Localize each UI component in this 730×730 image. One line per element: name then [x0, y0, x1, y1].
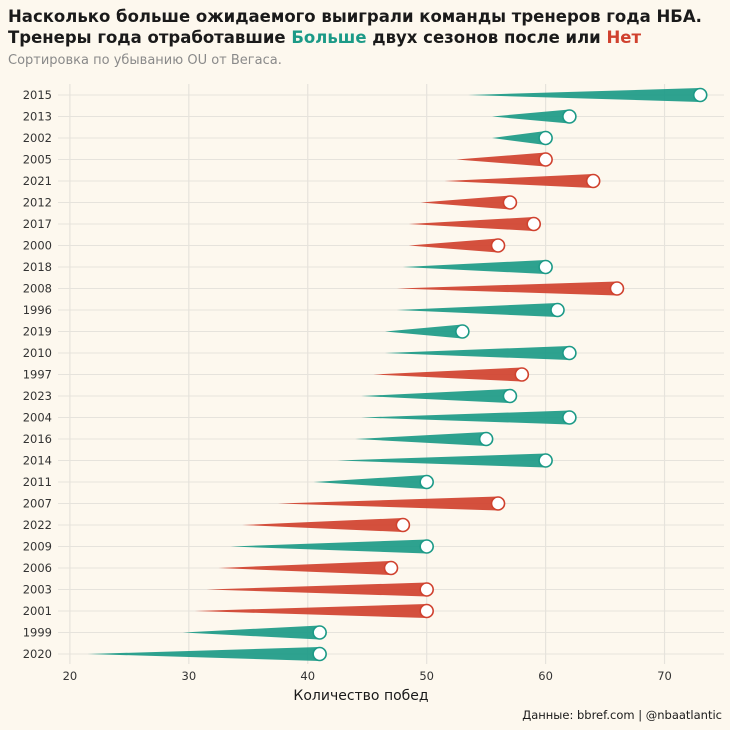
y-tick-label: 2003 — [23, 583, 52, 597]
chart-title-line1: Насколько больше ожидаемого выиграли ком… — [8, 7, 702, 26]
y-tick-label: 1997 — [23, 368, 52, 382]
y-tick-label: 2005 — [23, 153, 52, 167]
wedge-2003 — [206, 582, 427, 597]
y-tick-label: 2017 — [23, 217, 52, 231]
wedge-2002 — [492, 131, 546, 145]
endpoint-dot-2012 — [502, 195, 518, 210]
y-tick-label: 2002 — [23, 131, 52, 145]
x-tick-label: 70 — [657, 669, 672, 683]
y-tick-label: 2010 — [23, 346, 52, 360]
y-tick-label: 2023 — [23, 389, 52, 403]
title-block: Насколько больше ожидаемого выиграли ком… — [8, 6, 724, 68]
y-tick-label: 2019 — [23, 325, 52, 339]
endpoint-dot-2005 — [538, 152, 553, 167]
wedge-2020 — [87, 647, 320, 661]
y-tick-label: 2014 — [23, 454, 52, 468]
wedge-2015 — [468, 88, 701, 102]
y-tick-label: 2021 — [23, 174, 52, 188]
y-tick-label: 2013 — [23, 110, 52, 124]
endpoint-dot-2008 — [609, 281, 625, 296]
endpoint-dot-2013 — [562, 109, 577, 124]
endpoint-dot-2004 — [562, 410, 577, 425]
wedge-1997 — [373, 367, 522, 382]
wedge-2023 — [361, 389, 510, 403]
endpoint-dot-2009 — [419, 539, 434, 554]
x-tick-label: 60 — [538, 669, 553, 683]
wedge-2004 — [361, 410, 570, 425]
wedge-2011 — [313, 475, 427, 489]
legend-more-label: Больше — [291, 28, 367, 47]
wedge-2012 — [420, 195, 510, 210]
endpoint-dot-2019 — [455, 324, 470, 339]
x-tick-label: 20 — [63, 669, 78, 683]
wedge-2019 — [385, 324, 463, 339]
y-tick-label: 2015 — [23, 88, 52, 102]
wedge-2010 — [385, 346, 570, 360]
endpoint-dot-2018 — [538, 259, 553, 275]
y-tick-label: 2016 — [23, 432, 52, 446]
wedge-1996 — [396, 303, 558, 317]
endpoint-dot-1997 — [514, 367, 530, 382]
y-tick-label: 2022 — [23, 518, 52, 532]
wedge-2016 — [355, 432, 487, 446]
endpoint-dot-2003 — [419, 582, 434, 597]
wedge-2021 — [444, 174, 594, 188]
wedge-2013 — [492, 109, 570, 124]
x-tick-label: 50 — [419, 669, 434, 683]
y-tick-label: 2000 — [23, 239, 52, 253]
wedge-2007 — [278, 496, 499, 511]
chart-subtitle: Сортировка по убыванию OU от Вегаса. — [8, 53, 282, 68]
wedge-2017 — [408, 217, 534, 231]
endpoint-dot-1996 — [550, 302, 565, 318]
wedge-2000 — [408, 238, 499, 253]
y-tick-label: 2001 — [23, 604, 52, 618]
wedge-2006 — [218, 561, 391, 575]
endpoint-dot-2021 — [585, 173, 601, 189]
endpoint-dot-2001 — [419, 603, 434, 619]
y-tick-label: 1999 — [23, 626, 52, 640]
endpoint-dot-2014 — [538, 453, 553, 468]
y-tick-label: 2011 — [23, 475, 52, 489]
endpoint-dot-2010 — [562, 345, 577, 361]
wedge-2018 — [402, 260, 546, 274]
x-axis-label: Количество побед — [293, 688, 428, 704]
x-tick-label: 30 — [182, 669, 197, 683]
endpoint-dot-1999 — [312, 625, 327, 640]
endpoint-dot-2011 — [419, 474, 434, 490]
endpoint-dot-2020 — [312, 646, 327, 662]
source-caption: Данные: bbref.com | @nbaatlantic — [522, 708, 722, 722]
wedge-2009 — [230, 539, 427, 554]
wedge-2005 — [456, 152, 546, 167]
endpoint-dot-2007 — [490, 496, 506, 511]
endpoint-dot-2006 — [383, 560, 399, 576]
title-mid: двух сезонов после или — [366, 28, 607, 47]
wedge-2001 — [194, 604, 427, 618]
legend-no-label: Нет — [606, 28, 642, 47]
wedge-1999 — [182, 625, 320, 640]
endpoint-dot-2015 — [692, 87, 708, 103]
y-tick-label: 2007 — [23, 497, 52, 511]
y-tick-label: 2020 — [23, 647, 52, 661]
y-tick-label: 2004 — [23, 411, 52, 425]
wedge-2014 — [337, 453, 546, 468]
chart-title-line2: Тренеры года отработавшие Больше двух се… — [8, 27, 724, 48]
endpoint-dot-2016 — [478, 431, 494, 447]
endpoint-dot-2022 — [395, 517, 411, 533]
title-prefix: Тренеры года отработавшие — [8, 28, 292, 47]
y-tick-label: 2006 — [23, 561, 52, 575]
y-tick-label: 2008 — [23, 282, 52, 296]
y-tick-label: 2009 — [23, 540, 52, 554]
y-tick-label: 1996 — [23, 303, 52, 317]
endpoint-dot-2023 — [502, 388, 518, 404]
wedge-2022 — [242, 518, 403, 532]
endpoint-dot-2000 — [490, 238, 506, 253]
y-tick-label: 2012 — [23, 196, 52, 210]
endpoint-dot-2017 — [526, 216, 542, 232]
wedge-2008 — [396, 281, 617, 296]
x-tick-label: 40 — [300, 669, 315, 683]
y-tick-label: 2018 — [23, 260, 52, 274]
endpoint-dot-2002 — [538, 130, 553, 146]
